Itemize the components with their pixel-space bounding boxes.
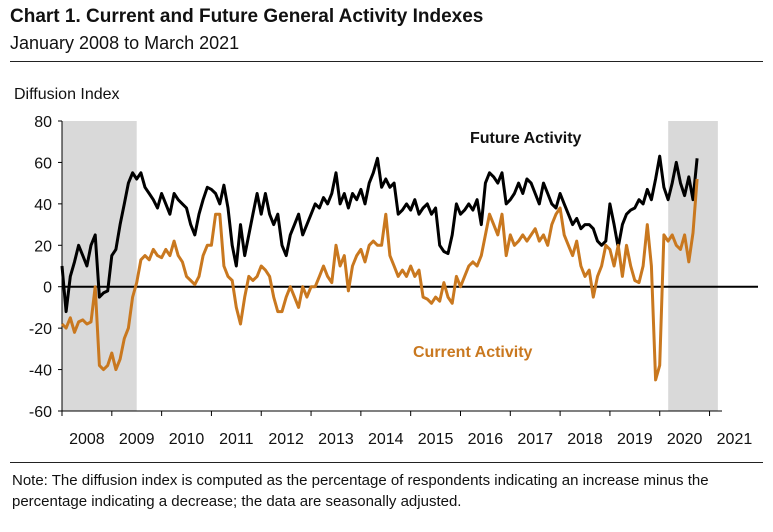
x-tick-label: 2019 xyxy=(617,431,653,448)
note-rule xyxy=(10,462,763,463)
series-line-future xyxy=(60,154,699,314)
x-tick-label: 2009 xyxy=(119,431,155,448)
series-label-future: Future Activity xyxy=(470,130,582,147)
x-tick-label: 2008 xyxy=(69,431,105,448)
x-tick-label: 2021 xyxy=(717,431,753,448)
chart-note: Note: The diffusion index is computed as… xyxy=(12,472,709,510)
y-tick-label: -40 xyxy=(29,363,52,380)
x-tick-label: 2020 xyxy=(667,431,703,448)
chart-plot-area: 80 60 40 20 0 -20 -40 -60 2008 2009 2010 2011 2012 20… xyxy=(29,114,758,448)
y-tick-label: 60 xyxy=(34,155,52,172)
y-tick-label: 20 xyxy=(34,238,52,255)
y-tick-label: 0 xyxy=(43,280,52,297)
x-tick-label: 2016 xyxy=(468,431,504,448)
x-tick-label: 2010 xyxy=(169,431,205,448)
y-tick-label: 80 xyxy=(34,114,52,131)
y-axis-label: Diffusion Index xyxy=(14,86,120,103)
header-rule xyxy=(10,61,763,62)
y-tick-label: -20 xyxy=(29,321,52,338)
series-label-current: Current Activity xyxy=(413,344,533,361)
x-tick-label: 2013 xyxy=(318,431,354,448)
y-tick-label: -60 xyxy=(29,404,52,421)
y-tick-label: 40 xyxy=(34,197,52,214)
x-tick-label: 2012 xyxy=(268,431,304,448)
x-tick-label: 2017 xyxy=(517,431,553,448)
chart-subtitle: January 2008 to March 2021 xyxy=(10,33,240,53)
x-tick-label: 2015 xyxy=(418,431,454,448)
x-tick-label: 2014 xyxy=(368,431,404,448)
x-tick-label: 2018 xyxy=(567,431,603,448)
series-line-current xyxy=(60,178,699,382)
x-tick-label: 2011 xyxy=(219,431,254,448)
chart-title: Chart 1. Current and Future General Acti… xyxy=(10,6,484,27)
